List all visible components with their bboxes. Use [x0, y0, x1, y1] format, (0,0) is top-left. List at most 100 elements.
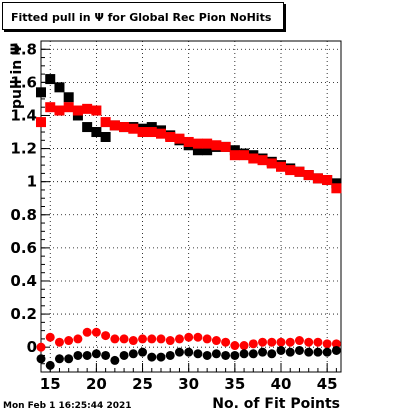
series-3-point [248, 349, 258, 359]
series-3-point [313, 347, 323, 357]
series-0-point [192, 145, 203, 156]
series-3-point [211, 349, 221, 359]
x-tick-label: 35 [224, 375, 245, 393]
series-3-point [184, 347, 194, 357]
series-1-point [82, 103, 93, 114]
series-1-point [322, 175, 333, 186]
title-box: Fitted pull in Ψ for Global Rec Pion NoH… [2, 2, 284, 30]
series-3-point [267, 349, 277, 359]
series-1-point [91, 105, 102, 116]
series-3-point [193, 349, 203, 359]
series-3-point [258, 347, 268, 357]
series-3-point [202, 350, 212, 360]
series-1-point [239, 150, 250, 161]
series-2-point [101, 331, 111, 341]
series-3-point [221, 350, 231, 360]
series-1-point [183, 136, 194, 147]
series-3-point [322, 347, 332, 357]
series-2-point [174, 334, 184, 344]
series-2-point [304, 337, 314, 347]
y-tick-label: 0.2 [10, 305, 37, 323]
series-1-point [156, 128, 166, 139]
y-tick-label: 1.4 [10, 106, 37, 124]
timestamp: Mon Feb 1 16:25:44 2021 [3, 401, 132, 411]
series-0-point [82, 122, 93, 133]
y-tick-label: 0.6 [10, 239, 37, 257]
x-tick-label: 45 [317, 375, 338, 393]
series-2-point [258, 337, 268, 347]
series-1-point [202, 138, 213, 149]
series-1-point [303, 170, 314, 181]
x-tick-label: 40 [271, 375, 292, 393]
series-1-point [100, 117, 111, 128]
chart-title: Fitted pull in Ψ for Global Rec Pion NoH… [11, 11, 272, 24]
series-1-point [276, 161, 286, 172]
series-3-point [91, 349, 101, 359]
data-points [36, 74, 342, 370]
series-3-point [82, 350, 92, 360]
y-tick-label: 1.6 [10, 73, 37, 91]
series-2-point [202, 334, 212, 344]
series-0-point [100, 131, 111, 142]
y-tick-label: 0.8 [10, 206, 37, 224]
x-tick-label: 30 [178, 375, 199, 393]
series-2-point [285, 337, 295, 347]
series-0-point [63, 92, 74, 103]
series-2-point [294, 336, 304, 346]
series-3-point [230, 350, 240, 360]
series-2-point [248, 339, 258, 349]
series-0-point [54, 82, 65, 93]
series-3-point [45, 360, 55, 370]
series-2-point [64, 336, 74, 346]
series-3-point [36, 354, 46, 364]
series-1-point [119, 122, 130, 133]
series-1-point [54, 105, 65, 116]
series-3-point [54, 354, 64, 364]
y-tick-label: 1 [27, 173, 37, 191]
series-3-point [174, 347, 184, 357]
grid [41, 41, 341, 372]
y-tick-label: 0 [27, 338, 37, 356]
series-3-point [73, 350, 83, 360]
series-2-point [156, 334, 166, 344]
series-2-point [322, 339, 332, 349]
series-2-point [73, 334, 83, 344]
series-2-point [221, 337, 231, 347]
tick-labels: 15 20 25 30 35 40 45 0 0.2 0.4 0.6 0.8 1 1.2 1.4 1.6 1.8 [10, 40, 337, 393]
x-tick-label: 25 [132, 375, 153, 393]
series-2-point [239, 341, 249, 351]
series-1-point [72, 105, 83, 116]
series-0-point [45, 74, 56, 85]
series-0-point [202, 145, 213, 156]
y-tick-label: 0.4 [10, 272, 37, 290]
series-0-point [36, 87, 46, 98]
y-tick-label: 1.2 [10, 140, 37, 158]
series-2-point [110, 334, 120, 344]
series-1-point [45, 102, 56, 113]
series-1-point [192, 138, 203, 149]
y-tick-label: 1.8 [10, 40, 37, 58]
series-1-point [220, 141, 231, 152]
series-2-point [267, 337, 277, 347]
series-2-point [147, 334, 157, 344]
series-3-point [285, 347, 295, 357]
x-tick-label: 20 [86, 375, 107, 393]
series-1-point [109, 120, 120, 131]
series-1-point [211, 140, 222, 151]
series-1-point [266, 158, 277, 169]
y-axis-label: pull in Ψ [9, 43, 25, 109]
series-2-point [193, 332, 203, 342]
series-3-point [110, 355, 120, 365]
series-3-point [239, 349, 249, 359]
series-2-point [230, 341, 240, 351]
series-3-point [147, 352, 157, 362]
series-2-point [82, 327, 92, 337]
series-2-point [276, 337, 286, 347]
series-3-point [128, 349, 138, 359]
series-3-point [331, 345, 341, 355]
series-3-point [165, 350, 175, 360]
x-tick-label: 15 [40, 375, 61, 393]
series-2-point [184, 332, 194, 342]
series-2-point [36, 342, 46, 352]
